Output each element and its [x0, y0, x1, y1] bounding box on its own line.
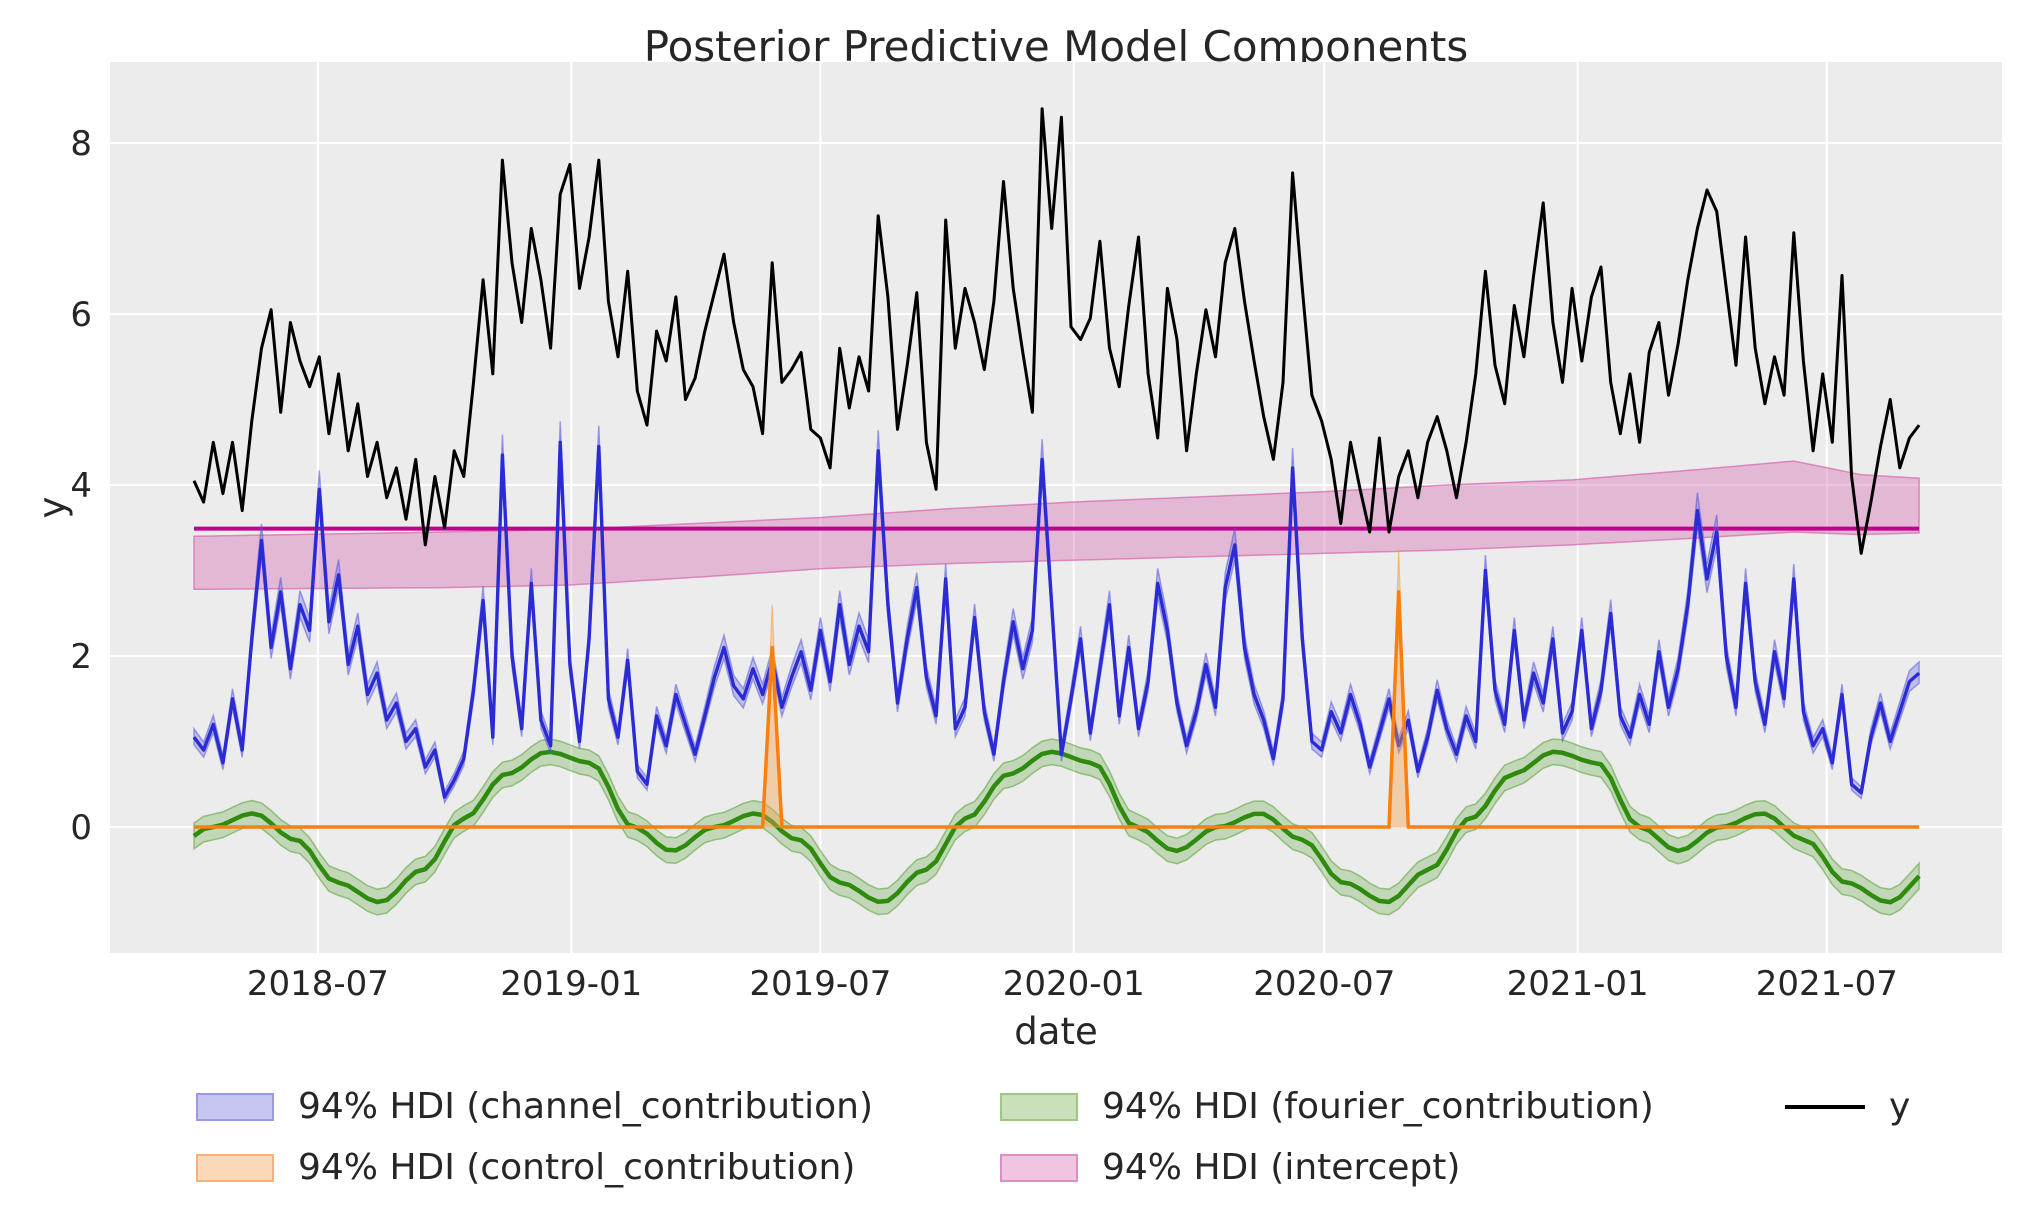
- x-tick-label: 2018-07: [247, 964, 389, 1004]
- x-tick-label: 2021-01: [1507, 964, 1649, 1004]
- legend-label: y: [1889, 1086, 1911, 1127]
- fourier-hdi-swatch: [1000, 1092, 1078, 1121]
- legend-label: 94% HDI (channel_contribution): [298, 1086, 874, 1127]
- y-line: [192, 107, 1921, 555]
- y-axis-label: y: [30, 496, 74, 519]
- legend-label: 94% HDI (fourier_contribution): [1102, 1086, 1654, 1127]
- legend-label: 94% HDI (control_contribution): [298, 1147, 856, 1188]
- legend-item-y: y: [1785, 1086, 1910, 1127]
- gridlines: [110, 62, 2002, 953]
- x-axis-label: date: [1014, 1010, 1098, 1053]
- legend-item-fourier: 94% HDI (fourier_contribution): [1000, 1086, 1654, 1127]
- y-line-swatch: [1785, 1104, 1865, 1109]
- fourier-line: [192, 749, 1921, 905]
- x-tick-label: 2019-07: [749, 964, 891, 1004]
- x-tick-label: 2019-01: [500, 964, 642, 1004]
- control-hdi-swatch: [196, 1153, 274, 1182]
- y-tick-label: 8: [70, 124, 92, 164]
- intercept-hdi-swatch: [1000, 1153, 1078, 1182]
- y-tick-label: 4: [70, 466, 92, 506]
- x-tick-label: 2020-01: [1003, 964, 1145, 1004]
- legend-item-control: 94% HDI (control_contribution): [196, 1147, 855, 1188]
- legend-item-intercept: 94% HDI (intercept): [1000, 1147, 1460, 1188]
- legend-label: 94% HDI (intercept): [1102, 1147, 1461, 1188]
- y-tick-label: 0: [70, 808, 92, 848]
- channel-hdi-swatch: [196, 1092, 274, 1121]
- x-tick-label: 2020-07: [1253, 964, 1395, 1004]
- x-tick-label: 2021-07: [1756, 964, 1898, 1004]
- y-tick-label: 2: [70, 637, 92, 677]
- axes-background: [110, 62, 2002, 953]
- control-line: [194, 590, 1920, 829]
- y-tick-label: 6: [70, 295, 92, 335]
- channel-line: [192, 440, 1921, 799]
- intercept-hdi-band: [193, 460, 1920, 591]
- legend-item-channel: 94% HDI (channel_contribution): [196, 1086, 873, 1127]
